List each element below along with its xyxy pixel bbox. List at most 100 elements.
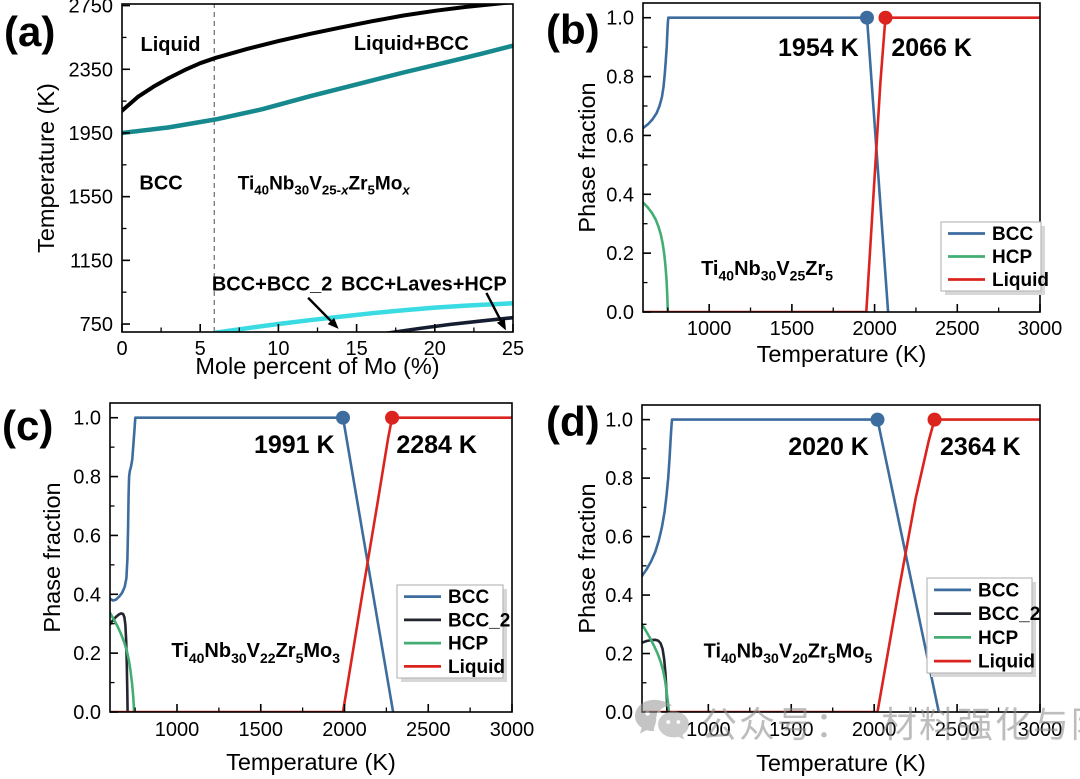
legend-box xyxy=(926,577,1033,674)
legend-label: BCC_2 xyxy=(978,604,1040,625)
y-tick-label: 1950 xyxy=(69,123,114,145)
transition-temperature-label: 2020 K xyxy=(788,433,869,461)
series-liquidus xyxy=(122,4,513,113)
y-tick-label: 0.2 xyxy=(606,243,634,265)
panel-b-chart: 1000 1500 2000 2500 3000 0.0 0.2 0.4 0.6 0.8 1.0 Te… xyxy=(546,2,1063,367)
transition-marker xyxy=(859,10,874,25)
x-tick-label: 2500 xyxy=(406,719,451,741)
y-tick-label: 750 xyxy=(80,314,113,336)
transition-temperature-label: 2066 K xyxy=(891,34,972,62)
x-tick-label: 1500 xyxy=(239,719,284,741)
region-label: BCC+Laves+HCP xyxy=(341,273,507,295)
panel-letter: (c) xyxy=(2,402,53,449)
legend-label: Liquid xyxy=(448,657,505,678)
panel-letter: (d) xyxy=(546,398,600,445)
y-tick-label: 1.0 xyxy=(605,410,633,432)
legend-label: HCP xyxy=(992,247,1032,268)
y-tick-label: 0.6 xyxy=(606,125,634,147)
transition-temperature-label: 1991 K xyxy=(254,431,335,459)
legend-label: BCC_2 xyxy=(448,610,510,631)
panel-d-phase-fraction-chart: 1000 1500 2000 2500 3000 0.0 0.2 0.4 0.6 0.8 1.0 Te… xyxy=(540,390,1080,779)
panel-letter: (a) xyxy=(4,8,55,55)
legend-label: BCC xyxy=(978,580,1019,601)
y-tick-label: 1150 xyxy=(70,250,113,272)
panel-c-chart: 1000 1500 2000 2500 3000 0.0 0.2 0.4 0.6 0.8 1.0 Te… xyxy=(2,402,535,775)
annotation-arrow xyxy=(307,296,332,322)
legend-label: Liquid xyxy=(992,270,1049,291)
x-tick-label: 2500 xyxy=(935,719,980,741)
composition-label: Ti40Nb30V22Zr5Mo3 xyxy=(171,640,340,666)
panel-letter: (b) xyxy=(546,6,600,53)
composition-label: Ti40Nb30V20Zr5Mo5 xyxy=(704,641,873,667)
region-label: Liquid+BCC xyxy=(354,33,469,55)
series-bcc-bcc2-boundary xyxy=(213,301,513,332)
x-tick-label: 5 xyxy=(195,338,206,360)
series-HCP xyxy=(110,611,136,712)
legend-box xyxy=(396,584,504,679)
x-tick-label: 1000 xyxy=(686,719,731,741)
series-BCC_2 xyxy=(110,612,129,712)
x-tick-label: 1000 xyxy=(687,318,732,340)
series-BCC xyxy=(642,418,941,712)
panel-c-phase-fraction-chart: 1000 1500 2000 2500 3000 0.0 0.2 0.4 0.6 0.8 1.0 Te… xyxy=(0,390,540,779)
transition-temperature-label: 2364 K xyxy=(940,433,1021,461)
y-tick-label: 0.2 xyxy=(605,644,633,666)
y-tick-label: 0.8 xyxy=(73,467,101,489)
composition-label: Ti40Nb30V25-xZr5Mox xyxy=(238,173,411,197)
series-solidus xyxy=(122,43,513,136)
x-tick-label: 1500 xyxy=(769,719,814,741)
x-tick-label: 2500 xyxy=(935,318,980,340)
transition-temperature-label: 2284 K xyxy=(396,431,477,459)
x-axis-label: Mole percent of Mo (%) xyxy=(195,353,439,379)
y-tick-label: 0.0 xyxy=(606,302,634,324)
y-axis-label: Phase fraction xyxy=(574,483,600,633)
y-tick-label: 2350 xyxy=(69,59,114,81)
x-tick-label: 20 xyxy=(424,338,446,360)
y-tick-label: 0.0 xyxy=(605,702,633,724)
legend-label: HCP xyxy=(978,628,1018,649)
region-label: Liquid xyxy=(140,34,200,56)
x-tick-label: 2000 xyxy=(852,719,897,741)
transition-marker xyxy=(385,410,400,425)
x-tick-label: 3000 xyxy=(490,719,535,741)
legend-label: Liquid xyxy=(978,652,1035,673)
region-label: BCC xyxy=(139,172,182,194)
x-tick-label: 2000 xyxy=(322,719,367,741)
plot-border xyxy=(641,404,1041,713)
legend-label: BCC xyxy=(448,587,489,608)
y-tick-label: 0.8 xyxy=(605,468,633,490)
series-HCP xyxy=(642,623,671,712)
y-tick-label: 1.0 xyxy=(606,8,634,30)
plot-border xyxy=(642,2,1041,313)
x-tick-label: 1500 xyxy=(770,318,815,340)
panel-a-phase-diagram: 0 5 10 15 20 25 750 1150 1550 1950 2350 2750 Mole pe… xyxy=(0,0,540,390)
legend-label: BCC xyxy=(992,224,1033,245)
x-tick-label: 1000 xyxy=(155,719,200,741)
series-HCP xyxy=(643,201,670,312)
y-axis-label: Phase fraction xyxy=(39,482,65,632)
transition-marker xyxy=(335,410,350,425)
transition-temperature-label: 1954 K xyxy=(778,34,859,62)
x-tick-label: 10 xyxy=(267,338,289,360)
panel-d-chart: 1000 1500 2000 2500 3000 0.0 0.2 0.4 0.6 0.8 1.0 Te… xyxy=(546,398,1063,776)
x-tick-label: 2000 xyxy=(852,318,897,340)
y-tick-label: 0.2 xyxy=(73,643,101,665)
series-Liquid xyxy=(643,16,1040,312)
y-tick-label: 2750 xyxy=(69,0,114,18)
y-tick-label: 0.4 xyxy=(606,184,634,206)
legend-label: HCP xyxy=(448,634,488,655)
y-tick-label: 0.6 xyxy=(605,527,633,549)
transition-marker xyxy=(927,412,942,427)
region-label: BCC+BCC_2 xyxy=(212,273,333,295)
composition-label: Ti40Nb30V25Zr5 xyxy=(701,258,833,284)
y-tick-label: 0.0 xyxy=(73,702,101,724)
y-tick-label: 0.6 xyxy=(73,525,101,547)
arrowhead xyxy=(496,318,506,331)
transition-marker xyxy=(878,10,893,25)
x-tick-label: 3000 xyxy=(1018,719,1063,741)
x-tick-label: 3000 xyxy=(1018,318,1063,340)
x-tick-label: 25 xyxy=(502,338,524,360)
y-tick-label: 1.0 xyxy=(73,408,101,430)
y-tick-label: 0.4 xyxy=(73,584,101,606)
